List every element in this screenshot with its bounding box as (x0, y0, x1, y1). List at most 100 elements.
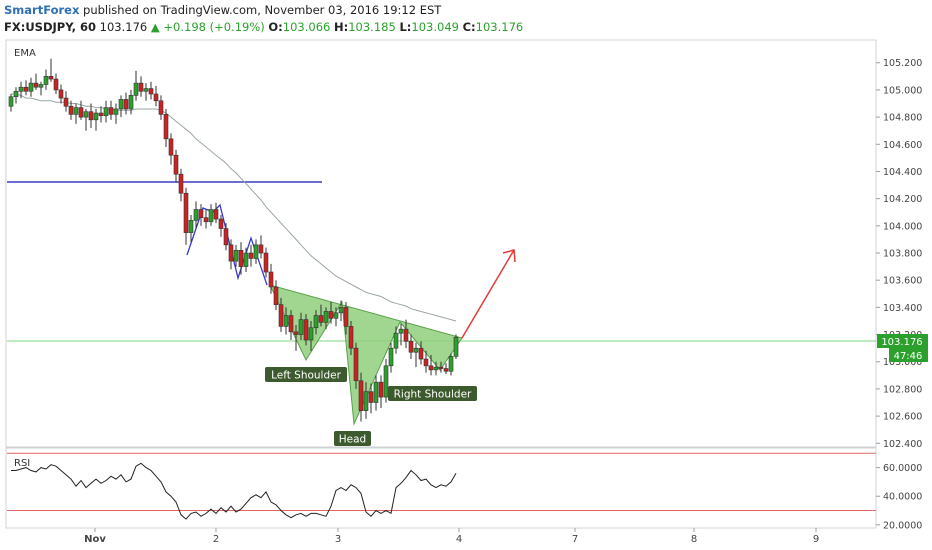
candle[interactable] (253, 239, 259, 264)
candle[interactable] (263, 247, 269, 278)
right-shoulder-label[interactable]: Right Shoulder (394, 389, 472, 401)
candle[interactable] (208, 204, 214, 226)
candle[interactable] (28, 77, 34, 97)
candle[interactable] (368, 383, 374, 414)
candle[interactable] (453, 334, 459, 360)
candle[interactable] (298, 312, 304, 340)
zigzag-drawing[interactable] (186, 203, 268, 286)
left-shoulder-label[interactable]: Left Shoulder (271, 370, 342, 382)
candle[interactable] (63, 91, 69, 112)
time-axis[interactable]: Nov 2 3 4 7 8 9 (84, 528, 819, 545)
candle[interactable] (213, 202, 219, 224)
candle[interactable] (428, 354, 434, 376)
author-name[interactable]: SmartForex (4, 3, 80, 17)
candle[interactable] (223, 223, 229, 251)
candle[interactable] (18, 81, 24, 99)
candle[interactable] (398, 323, 404, 346)
candle[interactable] (183, 187, 189, 245)
candle[interactable] (258, 235, 264, 259)
candle[interactable] (313, 310, 319, 335)
candle[interactable] (358, 372, 364, 422)
candle[interactable] (393, 326, 399, 354)
candle[interactable] (58, 84, 64, 104)
candle[interactable] (308, 320, 314, 351)
candle[interactable] (438, 361, 444, 373)
candle[interactable] (178, 168, 184, 202)
candle[interactable] (343, 301, 349, 335)
candle[interactable] (238, 242, 244, 275)
candle[interactable] (103, 100, 109, 123)
candle[interactable] (323, 307, 329, 330)
candle[interactable] (98, 106, 104, 123)
rsi-line[interactable] (11, 462, 457, 520)
candle[interactable] (318, 304, 324, 327)
candle[interactable] (188, 214, 194, 243)
price-axis[interactable]: 105.200 105.000 104.800 104.600 104.400 104.2… (876, 58, 922, 450)
candle[interactable] (418, 341, 424, 365)
candle[interactable] (413, 342, 419, 368)
candle[interactable] (268, 263, 274, 294)
candle[interactable] (173, 149, 179, 183)
candle[interactable] (153, 85, 159, 107)
candle[interactable] (218, 214, 224, 237)
candle[interactable] (373, 375, 379, 411)
candle[interactable] (333, 307, 339, 327)
candle[interactable] (8, 94, 14, 112)
candle[interactable] (443, 363, 449, 374)
candle[interactable] (123, 92, 129, 115)
candle[interactable] (233, 244, 239, 267)
candle[interactable] (133, 70, 139, 101)
candle[interactable] (118, 95, 124, 118)
candle[interactable] (408, 334, 414, 360)
candle[interactable] (403, 319, 409, 349)
candle[interactable] (273, 280, 279, 311)
rsi-indicator-label[interactable]: RSI (14, 458, 30, 469)
candle[interactable] (23, 80, 29, 96)
candle[interactable] (293, 325, 299, 351)
candle[interactable] (348, 320, 354, 355)
candle[interactable] (328, 301, 334, 324)
candle[interactable] (198, 204, 204, 226)
candle[interactable] (283, 307, 289, 335)
candle[interactable] (203, 209, 209, 229)
candle[interactable] (73, 103, 79, 124)
candle[interactable] (88, 103, 94, 128)
candle[interactable] (338, 300, 344, 321)
candle[interactable] (48, 58, 54, 82)
candle[interactable] (108, 100, 114, 120)
candle[interactable] (163, 108, 169, 148)
candle[interactable] (278, 297, 284, 332)
candle[interactable] (363, 382, 369, 419)
projection-arrow-icon[interactable] (461, 249, 516, 339)
candle[interactable] (248, 244, 254, 267)
candle[interactable] (128, 89, 134, 115)
candle[interactable] (93, 108, 99, 131)
candle[interactable] (193, 201, 199, 229)
candle[interactable] (148, 81, 154, 100)
candle[interactable] (423, 350, 429, 373)
candle[interactable] (433, 361, 439, 376)
candle[interactable] (138, 76, 144, 97)
head-label[interactable]: Head (339, 434, 366, 446)
candle[interactable] (378, 375, 384, 408)
candle[interactable] (33, 73, 39, 90)
candle[interactable] (68, 100, 74, 120)
candle[interactable] (38, 81, 44, 96)
candle[interactable] (448, 353, 454, 376)
candle[interactable] (303, 314, 309, 346)
candle[interactable] (83, 108, 89, 131)
candle[interactable] (388, 342, 394, 373)
candle[interactable] (353, 342, 359, 389)
candle[interactable] (43, 69, 49, 90)
candle[interactable] (158, 95, 164, 120)
candle[interactable] (168, 133, 174, 165)
candle[interactable] (243, 247, 249, 273)
candle[interactable] (143, 83, 149, 101)
candle[interactable] (53, 73, 59, 95)
candle[interactable] (288, 310, 294, 340)
ema-indicator-label[interactable]: EMA (14, 48, 36, 59)
candle[interactable] (78, 100, 84, 120)
candle[interactable] (383, 359, 389, 403)
ema-line[interactable] (11, 93, 457, 322)
